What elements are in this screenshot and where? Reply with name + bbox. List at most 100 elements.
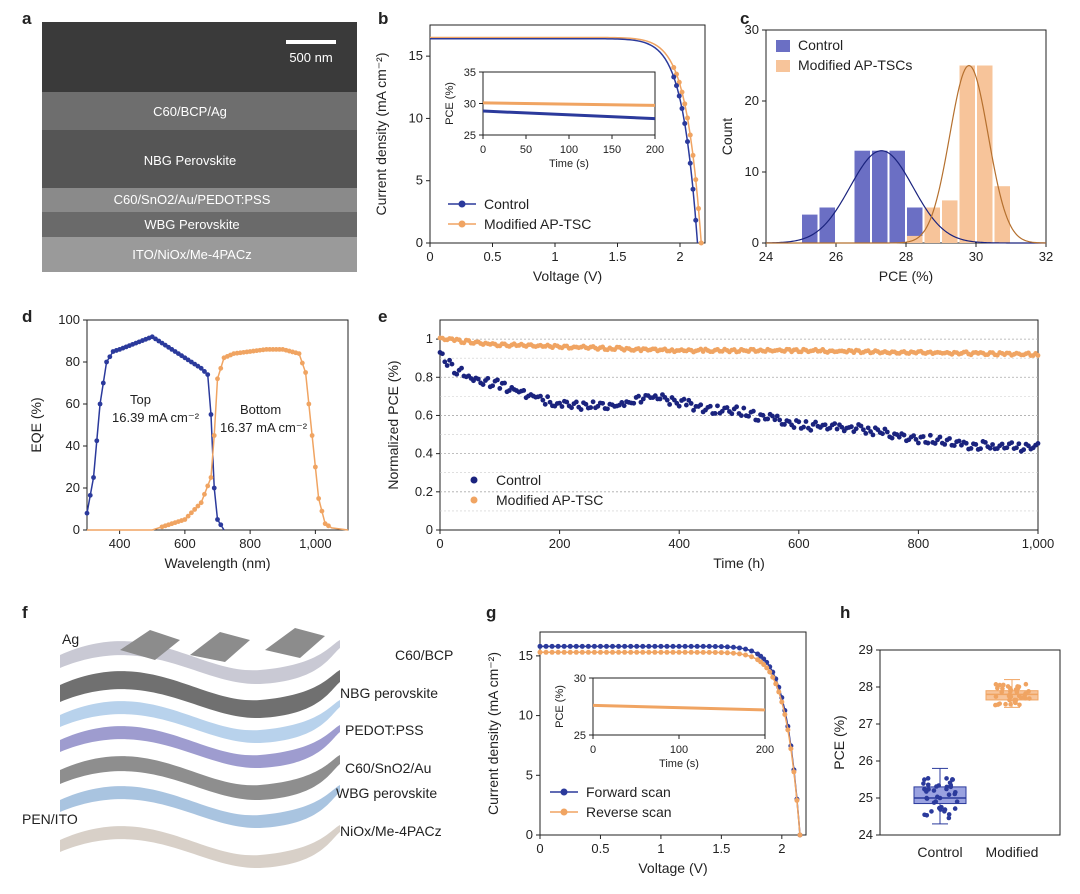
y-tick-label: 80 [66,354,80,369]
eqe-point [303,370,308,375]
x-tick-label: 100 [670,744,688,756]
stability-point [920,434,926,439]
legend-marker [560,788,568,796]
stability-point [978,446,983,452]
jv-point [628,643,634,649]
y-tick-label: 25 [574,730,586,742]
jv-point [688,643,694,649]
jv-point [764,665,770,671]
eqe-point [91,475,96,480]
stability-point [459,365,464,371]
panel-label-d: d [22,307,32,326]
x-tick-label: 0 [536,841,543,856]
jv-point [579,643,585,649]
x-tick-label: 50 [520,144,532,156]
stability-point [755,418,761,423]
y-axis-label: Current density (mA cm⁻²) [485,652,501,815]
stability-point [865,425,871,431]
plot-frame-e [439,319,1039,531]
jv-point [737,645,742,651]
scale-bar-label: 500 nm [289,50,332,65]
annotation-bottom-1: Bottom [240,402,281,417]
stability-point [901,432,907,438]
chart-g: 0 0.5 1 1.5 2 0 5 10 15 Voltage (V) Current densit… [485,631,807,876]
legend-label: Modified AP-TSCs [798,57,912,73]
stability-point [765,416,771,422]
eqe-point [218,522,224,528]
stability-point [911,433,917,439]
panel-label-e: e [378,307,387,326]
jv-point [685,115,690,121]
inset-line [592,703,766,712]
jv-point [604,643,609,649]
stability-point [963,440,969,446]
panel-f-schematic: Ag C60/BCP NBG perovskite PEDOT:PSS C60/… [22,628,453,869]
y-axis-label: Current density (mA cm⁻²) [373,53,389,216]
chart-undefined: 0 50 100 150 200 25 30 35 Time (s) PCE (%) [444,67,664,170]
y-tick-label: 10 [409,110,423,125]
jv-point [696,206,701,212]
x-axis-label: Time (h) [713,555,765,571]
box-point [937,805,942,811]
y-axis-label: PCE (%) [444,82,456,125]
jv-point [770,674,776,680]
y-tick-label: 15 [519,648,533,663]
eqe-point [312,464,318,470]
stability-point [734,404,740,410]
jv-point [718,644,724,650]
y-tick-label: 0 [73,522,80,537]
schem-label-nbg: NBG perovskite [340,685,438,701]
stability-point [490,383,496,389]
stability-point [439,351,445,357]
jv-point [670,649,676,655]
jv-point [712,649,718,655]
jv-point [622,649,628,655]
eqe-point [107,354,113,360]
annotation-bottom-2: 16.37 mA cm⁻² [220,420,308,435]
stability-point [750,408,756,414]
jv-point [585,649,591,655]
jv-point [773,681,779,687]
y-tick-label: 30 [745,22,759,37]
stability-point [968,446,974,451]
stability-point [868,429,873,434]
jv-point [591,643,597,649]
jv-point [676,79,682,85]
jv-point [682,101,688,107]
stability-point [691,407,696,413]
x-tick-label: 800 [908,536,930,551]
stability-point [880,431,885,437]
jv-point [640,649,646,655]
jv-point [652,643,658,649]
plot-frame-d [86,319,349,531]
y-axis-label: PCE (%) [831,715,847,769]
x-tick-label: 0 [480,144,486,156]
jv-point [730,644,736,650]
stability-point [889,435,895,441]
jv-point [640,643,646,649]
x-tick-label: 200 [756,744,774,756]
stability-point [999,441,1005,447]
stability-point [480,382,486,387]
x-tick-label: 1 [657,841,664,856]
box-point [1007,697,1012,703]
jv-point [679,105,685,111]
plot-frame-h [879,649,1061,836]
box-point [1003,701,1008,707]
stability-point [884,429,890,435]
eqe-point [316,496,322,501]
legend-marker [560,808,568,816]
box-point [946,812,952,817]
plot-frame-b [429,24,706,244]
eqe-point [87,492,93,498]
layer-nbg: NBG Perovskite [144,153,236,168]
panel-label-b: b [378,9,388,28]
legend-marker [458,200,466,208]
x-tick-label: 0 [590,744,596,756]
stability-point [590,399,596,405]
box-point [1008,687,1014,693]
jv-point [567,649,573,655]
annotation-top-2: 16.39 mA cm⁻² [112,410,200,425]
y-tick-label: 1 [426,331,433,346]
x-tick-label: 2 [778,841,785,856]
